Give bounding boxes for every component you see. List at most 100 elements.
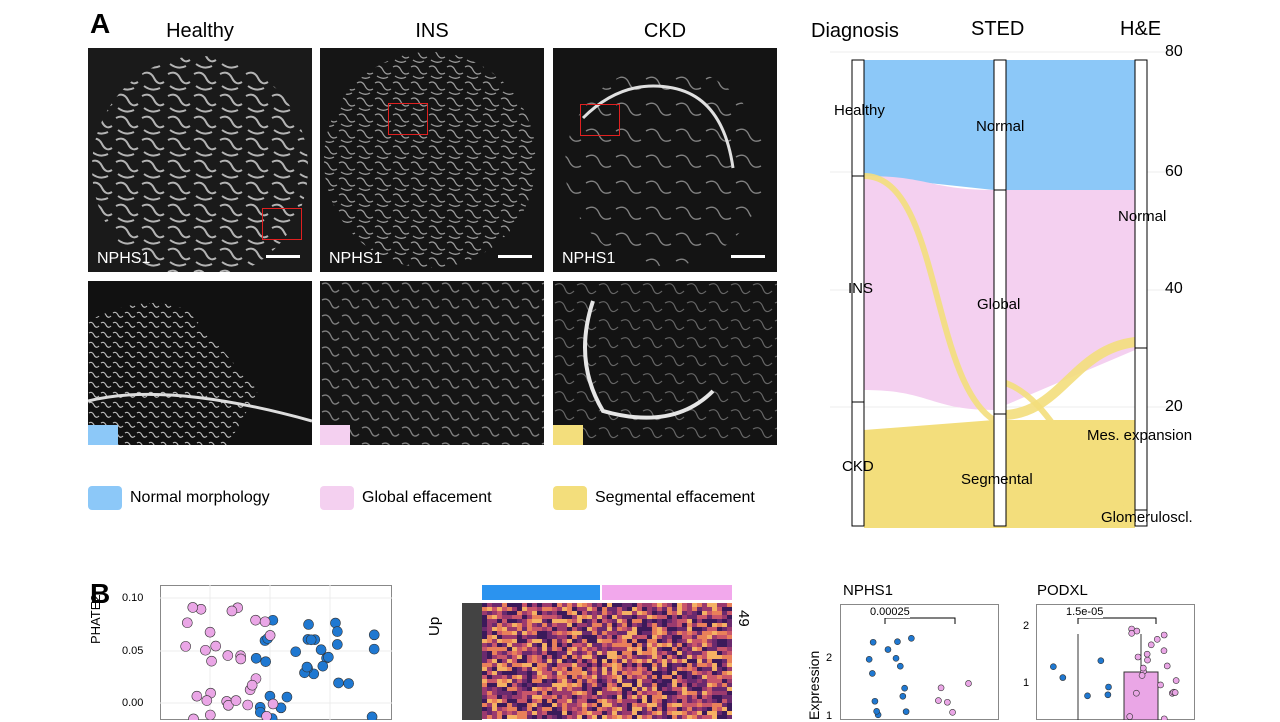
heatmap-cell: [692, 647, 697, 651]
heatmap-cell: [522, 711, 527, 715]
heatmap-cell: [487, 635, 492, 639]
heatmap-cell: [707, 675, 712, 679]
heatmap-cell: [562, 631, 567, 635]
heatmap-cell: [672, 615, 677, 619]
heatmap-cell: [482, 623, 487, 627]
heatmap-cell: [507, 603, 512, 607]
heatmap-cell: [572, 611, 577, 615]
sankey-axis-sted: STED: [971, 18, 1025, 40]
heatmap-cell: [677, 611, 682, 615]
heatmap-cell: [527, 695, 532, 699]
heatmap-cell: [627, 687, 632, 691]
heatmap-cell: [717, 711, 722, 715]
heatmap-cell: [677, 639, 682, 643]
heatmap-cell: [727, 631, 732, 635]
heatmap-cell: [607, 691, 612, 695]
heatmap-cell: [617, 687, 622, 691]
heatmap-cell: [667, 631, 672, 635]
heatmap-cell: [597, 667, 602, 671]
heatmap-cell: [702, 671, 707, 675]
heatmap-cell: [502, 643, 507, 647]
scatter-plot: [160, 585, 392, 720]
heatmap-cell: [667, 711, 672, 715]
heatmap-cell: [527, 635, 532, 639]
heatmap-cell: [492, 675, 497, 679]
heatmap-cell: [662, 707, 667, 711]
sankey-tick: 60: [1165, 163, 1183, 180]
stain-label: NPHS1: [562, 250, 616, 267]
heatmap-cell: [597, 695, 602, 699]
heatmap-cell: [712, 683, 717, 687]
heatmap-cell: [552, 679, 557, 683]
heatmap-cell: [537, 667, 542, 671]
heatmap-cell: [517, 615, 522, 619]
roi-box: [580, 104, 620, 136]
heatmap-cell: [502, 619, 507, 623]
heatmap-cell: [682, 715, 687, 719]
heatmap-cell: [712, 667, 717, 671]
heatmap-cell: [522, 683, 527, 687]
heatmap-cell: [532, 691, 537, 695]
heatmap-cell: [652, 639, 657, 643]
heatmap-cell: [657, 655, 662, 659]
heatmap-cell: [657, 663, 662, 667]
heatmap-cell: [702, 623, 707, 627]
heatmap-cell: [662, 699, 667, 703]
scatter-point: [869, 638, 877, 646]
heatmap-cell: [692, 651, 697, 655]
heatmap-cell: [707, 627, 712, 631]
heatmap-cell: [687, 631, 692, 635]
heatmap-cell: [702, 691, 707, 695]
heatmap-cell: [597, 703, 602, 707]
heatmap-cell: [512, 639, 517, 643]
heatmap-cell: [612, 699, 617, 703]
heatmap-cell: [607, 679, 612, 683]
heatmap-cell: [632, 603, 637, 607]
heatmap-cells: [482, 603, 732, 719]
heatmap-cell: [697, 675, 702, 679]
heatmap-cell: [672, 655, 677, 659]
heatmap-cell: [692, 675, 697, 679]
heatmap-cell: [667, 695, 672, 699]
heatmap-cell: [642, 659, 647, 663]
heatmap-cell: [597, 639, 602, 643]
heatmap-cell: [727, 607, 732, 611]
panel-a-letter: A: [90, 8, 111, 39]
heatmap-cell: [567, 707, 572, 711]
heatmap-cell: [532, 695, 537, 699]
heatmap-cell: [542, 707, 547, 711]
heatmap-cell: [697, 643, 702, 647]
heatmap-cell: [717, 627, 722, 631]
heatmap-cell: [592, 631, 597, 635]
heatmap-cell: [642, 615, 647, 619]
scatter-point: [222, 650, 234, 661]
heatmap-cell: [597, 619, 602, 623]
heatmap-cell: [567, 687, 572, 691]
heatmap-group-bar-2: [602, 585, 732, 600]
heatmap-cell: [567, 691, 572, 695]
scatter-point: [1143, 650, 1151, 658]
heatmap-cell: [522, 675, 527, 679]
heatmap-cell: [687, 603, 692, 607]
heatmap-cell: [712, 687, 717, 691]
heatmap-cell: [722, 631, 727, 635]
heatmap-cell: [682, 627, 687, 631]
heatmap-cell: [562, 607, 567, 611]
scatter-point: [899, 692, 907, 700]
heatmap-cell: [537, 647, 542, 651]
heatmap-cell: [617, 703, 622, 707]
heatmap-cell: [532, 671, 537, 675]
scatter-point: [235, 653, 247, 665]
heatmap-cell: [602, 691, 607, 695]
heatmap-cell: [652, 691, 657, 695]
heatmap-cell: [537, 695, 542, 699]
heatmap-cell: [567, 675, 572, 679]
heatmap-cell: [547, 615, 552, 619]
heatmap-cell: [672, 639, 677, 643]
glomerulus-image: [320, 48, 544, 272]
heatmap-cell: [557, 695, 562, 699]
heatmap-cell: [717, 715, 722, 719]
heatmap-cell: [577, 667, 582, 671]
heatmap-cell: [702, 643, 707, 647]
heatmap-cell: [572, 631, 577, 635]
